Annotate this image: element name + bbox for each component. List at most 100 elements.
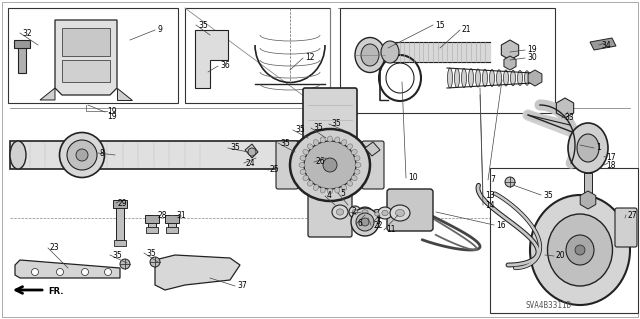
Text: 29: 29 — [118, 198, 127, 207]
Ellipse shape — [349, 206, 361, 218]
Bar — [62, 28, 110, 56]
Text: 9: 9 — [157, 26, 162, 34]
Ellipse shape — [248, 148, 256, 156]
Text: SVA4B3311D: SVA4B3311D — [525, 301, 572, 310]
Bar — [148, 215, 156, 227]
Polygon shape — [40, 88, 55, 100]
Ellipse shape — [314, 185, 319, 190]
Bar — [10, 141, 345, 169]
Polygon shape — [15, 260, 120, 278]
Ellipse shape — [81, 269, 88, 276]
Text: 35: 35 — [331, 120, 340, 129]
Ellipse shape — [352, 209, 358, 215]
Ellipse shape — [76, 149, 88, 161]
Bar — [185, 8, 330, 103]
Text: 13: 13 — [485, 190, 495, 199]
Text: 8: 8 — [100, 149, 105, 158]
Ellipse shape — [335, 137, 340, 143]
Text: 1: 1 — [596, 144, 601, 152]
Ellipse shape — [299, 162, 305, 167]
Ellipse shape — [337, 209, 344, 215]
Ellipse shape — [341, 140, 347, 145]
Ellipse shape — [150, 257, 160, 267]
Ellipse shape — [568, 123, 608, 173]
Text: 5: 5 — [340, 189, 345, 197]
Text: 35: 35 — [295, 125, 305, 135]
Text: 23: 23 — [50, 243, 60, 253]
Text: 11: 11 — [386, 226, 396, 234]
Text: 7: 7 — [490, 175, 495, 184]
Bar — [168, 215, 176, 227]
Ellipse shape — [303, 175, 308, 181]
Ellipse shape — [504, 70, 509, 86]
Ellipse shape — [328, 136, 333, 142]
Text: 35: 35 — [280, 138, 290, 147]
Text: 3: 3 — [375, 218, 380, 226]
Bar — [490, 168, 638, 313]
Text: 12: 12 — [305, 54, 314, 63]
Ellipse shape — [307, 181, 313, 186]
Bar — [14, 40, 30, 48]
Text: 16: 16 — [496, 220, 506, 229]
Ellipse shape — [332, 205, 348, 219]
Ellipse shape — [518, 70, 522, 85]
Text: 19: 19 — [107, 108, 116, 116]
Ellipse shape — [60, 132, 104, 177]
Bar — [113, 200, 127, 208]
Ellipse shape — [511, 70, 515, 86]
Ellipse shape — [67, 140, 97, 170]
Text: 35: 35 — [313, 123, 323, 132]
Ellipse shape — [525, 71, 529, 85]
FancyBboxPatch shape — [308, 193, 352, 237]
Text: 31: 31 — [176, 211, 186, 219]
Ellipse shape — [355, 38, 385, 72]
Text: FR.: FR. — [48, 287, 63, 296]
Ellipse shape — [454, 68, 460, 88]
Text: 33: 33 — [564, 114, 573, 122]
Bar — [340, 8, 555, 113]
Ellipse shape — [351, 149, 357, 155]
Ellipse shape — [351, 175, 357, 181]
Ellipse shape — [468, 69, 474, 87]
Ellipse shape — [300, 169, 306, 174]
Bar — [77, 141, 87, 169]
Text: 17: 17 — [606, 152, 616, 161]
Text: 35: 35 — [198, 20, 208, 29]
Text: 15: 15 — [435, 20, 445, 29]
Text: 27: 27 — [628, 211, 637, 219]
Ellipse shape — [10, 141, 26, 169]
Text: 22: 22 — [373, 220, 383, 229]
Ellipse shape — [104, 269, 111, 276]
Ellipse shape — [356, 213, 374, 231]
Ellipse shape — [335, 187, 340, 193]
Text: 37: 37 — [237, 281, 247, 291]
Text: 2: 2 — [352, 207, 356, 217]
Ellipse shape — [307, 144, 313, 149]
Ellipse shape — [362, 210, 368, 214]
Text: 19: 19 — [527, 46, 536, 55]
Ellipse shape — [396, 209, 404, 217]
Text: 35: 35 — [112, 250, 122, 259]
Ellipse shape — [320, 137, 325, 143]
Ellipse shape — [355, 162, 361, 167]
Ellipse shape — [347, 181, 353, 186]
Text: 18: 18 — [606, 160, 616, 169]
Text: 10: 10 — [408, 174, 418, 182]
Ellipse shape — [354, 169, 360, 174]
Bar — [18, 45, 26, 73]
Ellipse shape — [382, 210, 388, 216]
Bar — [8, 8, 178, 103]
Text: 14: 14 — [485, 201, 495, 210]
Polygon shape — [155, 255, 240, 290]
Polygon shape — [590, 38, 616, 50]
Text: 30: 30 — [527, 54, 537, 63]
Ellipse shape — [290, 129, 370, 201]
Ellipse shape — [120, 259, 130, 269]
Ellipse shape — [372, 210, 382, 219]
Ellipse shape — [390, 205, 410, 221]
Text: 35: 35 — [230, 144, 240, 152]
Ellipse shape — [490, 70, 495, 86]
Bar — [166, 227, 178, 233]
Ellipse shape — [354, 156, 360, 161]
Polygon shape — [245, 144, 258, 158]
